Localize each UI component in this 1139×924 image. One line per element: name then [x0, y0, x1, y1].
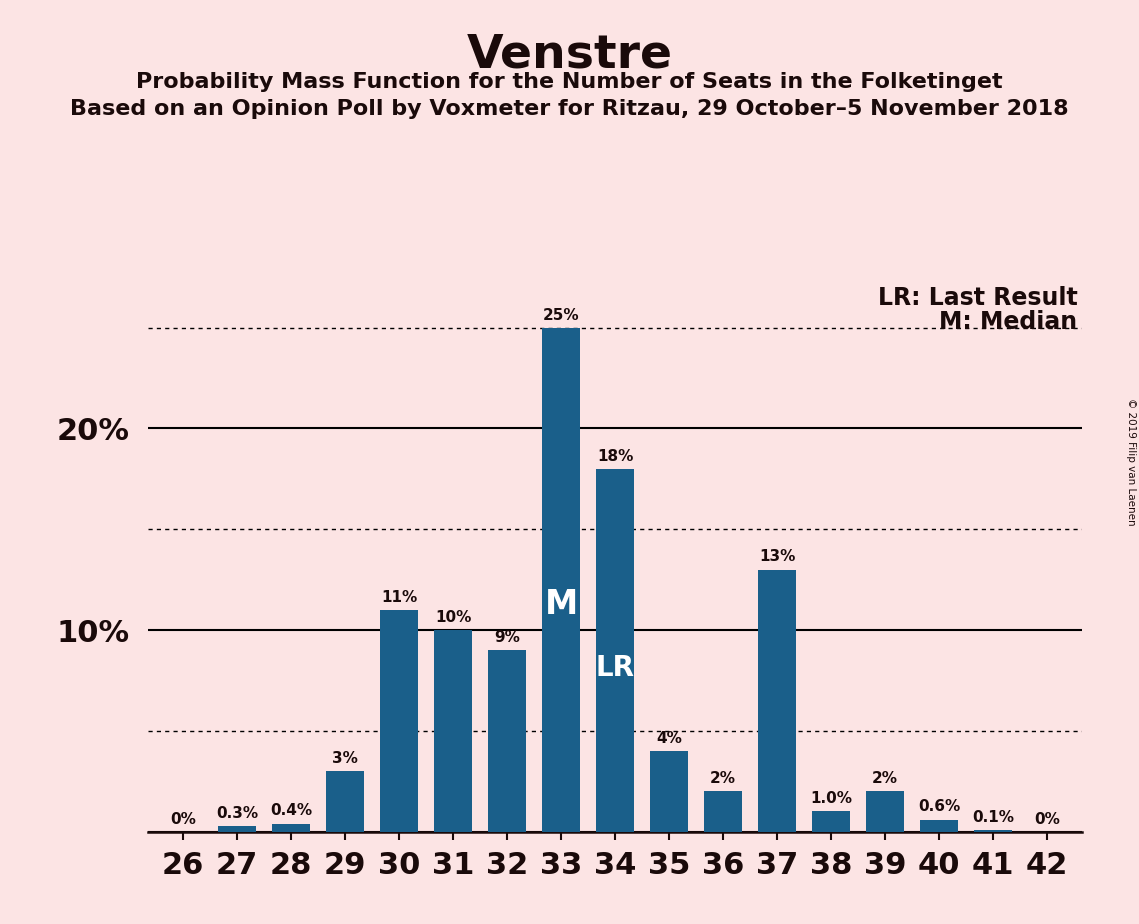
Bar — [920, 820, 958, 832]
Text: 4%: 4% — [656, 731, 682, 746]
Bar — [434, 630, 472, 832]
Text: 0%: 0% — [1034, 811, 1060, 827]
Bar — [704, 791, 741, 832]
Text: M: M — [544, 589, 577, 621]
Text: Probability Mass Function for the Number of Seats in the Folketinget: Probability Mass Function for the Number… — [137, 72, 1002, 92]
Bar — [650, 751, 688, 832]
Bar — [489, 650, 526, 832]
Text: LR: LR — [596, 654, 634, 682]
Text: Based on an Opinion Poll by Voxmeter for Ritzau, 29 October–5 November 2018: Based on an Opinion Poll by Voxmeter for… — [71, 99, 1068, 119]
Text: 25%: 25% — [543, 308, 580, 322]
Text: 11%: 11% — [380, 590, 417, 605]
Text: 0.4%: 0.4% — [270, 804, 312, 819]
Text: © 2019 Filip van Laenen: © 2019 Filip van Laenen — [1126, 398, 1136, 526]
Text: 1.0%: 1.0% — [810, 791, 852, 807]
Text: 3%: 3% — [333, 751, 358, 766]
Bar — [812, 811, 850, 832]
Text: 13%: 13% — [759, 550, 795, 565]
Text: 0.6%: 0.6% — [918, 799, 960, 814]
Bar — [219, 825, 256, 832]
Bar — [542, 328, 580, 832]
Bar — [380, 610, 418, 832]
Text: LR: Last Result: LR: Last Result — [878, 286, 1077, 310]
Bar — [596, 468, 634, 832]
Bar — [759, 569, 796, 832]
Text: 0.1%: 0.1% — [972, 809, 1014, 824]
Text: 10%: 10% — [435, 610, 472, 625]
Bar — [326, 772, 364, 832]
Bar — [272, 823, 310, 832]
Text: 2%: 2% — [710, 772, 736, 786]
Bar — [974, 830, 1011, 832]
Text: Venstre: Venstre — [467, 32, 672, 78]
Bar — [866, 791, 904, 832]
Text: 0.3%: 0.3% — [216, 806, 259, 821]
Text: 9%: 9% — [494, 630, 521, 645]
Text: 0%: 0% — [170, 811, 196, 827]
Text: M: Median: M: Median — [940, 310, 1077, 334]
Text: 18%: 18% — [597, 449, 633, 464]
Text: 2%: 2% — [872, 772, 898, 786]
